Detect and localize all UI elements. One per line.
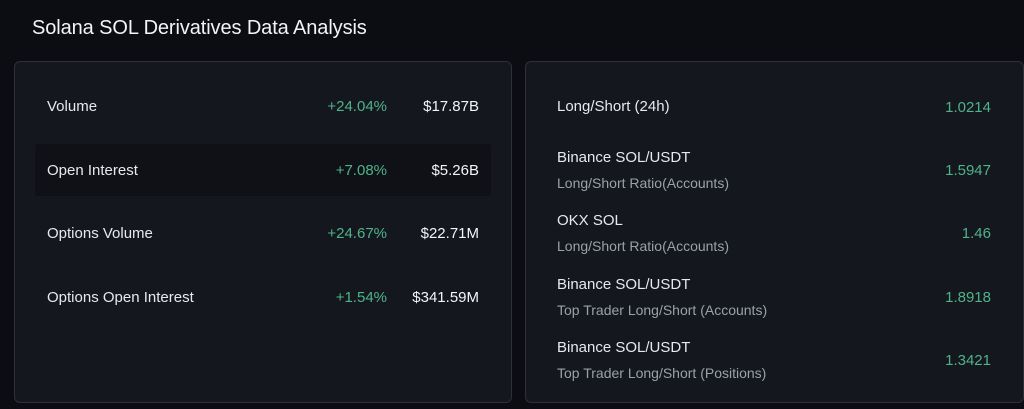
ratio-value: 1.3421 (945, 351, 991, 369)
ratio-value: 1.0214 (945, 98, 991, 116)
ratio-value: 1.8918 (945, 288, 991, 306)
metric-row-open-interest[interactable]: Open Interest +7.08% $5.26B (35, 144, 491, 196)
metric-label: Volume (47, 97, 98, 115)
ratio-row-binance-top-accounts[interactable]: Binance SOL/USDT Top Trader Long/Short (… (557, 275, 991, 319)
ratio-value: 1.46 (961, 224, 991, 242)
ratio-subtitle: Top Trader Long/Short (Accounts) (557, 301, 768, 318)
ratio-name: Binance SOL/USDT (557, 338, 691, 356)
metric-value: $5.26B (431, 161, 479, 179)
ratios-card: Long/Short (24h) 1.0214 Binance SOL/USDT… (525, 61, 1024, 403)
metric-change: +24.04% (327, 97, 387, 115)
ratio-row-binance-accounts[interactable]: Binance SOL/USDT Long/Short Ratio(Accoun… (557, 148, 991, 192)
ratio-row-okx-accounts[interactable]: OKX SOL Long/Short Ratio(Accounts) 1.46 (557, 211, 991, 255)
metric-label: Open Interest (47, 161, 138, 179)
ratio-row-binance-top-positions[interactable]: Binance SOL/USDT Top Trader Long/Short (… (557, 338, 991, 382)
ratio-name: Binance SOL/USDT (557, 148, 691, 166)
metric-change: +1.54% (335, 288, 387, 306)
metric-value: $22.71M (420, 224, 479, 242)
ratio-name: Long/Short (24h) (557, 98, 670, 115)
page-title: Solana SOL Derivatives Data Analysis (32, 17, 367, 39)
metric-value: $341.59M (412, 288, 479, 306)
ratio-name: Binance SOL/USDT (557, 275, 691, 293)
metric-row-volume[interactable]: Volume +24.04% $17.87B (35, 80, 491, 132)
metric-row-options-volume[interactable]: Options Volume +24.67% $22.71M (35, 207, 491, 259)
ratio-name: OKX SOL (557, 211, 623, 229)
ratio-subtitle: Top Trader Long/Short (Positions) (557, 364, 767, 381)
metric-label: Options Volume (47, 224, 153, 242)
ratio-subtitle: Long/Short Ratio(Accounts) (557, 237, 729, 254)
metric-value: $17.87B (423, 97, 479, 115)
metric-change: +24.67% (327, 224, 387, 242)
metric-row-options-open-interest[interactable]: Options Open Interest +1.54% $341.59M (35, 271, 491, 323)
metric-change: +7.08% (335, 161, 387, 179)
metrics-card: Volume +24.04% $17.87B Open Interest +7.… (14, 61, 512, 403)
ratio-value: 1.5947 (945, 161, 991, 179)
metric-label: Options Open Interest (47, 288, 194, 306)
ratio-subtitle: Long/Short Ratio(Accounts) (557, 174, 729, 191)
ratio-row-long-short-24h[interactable]: Long/Short (24h) 1.0214 (557, 97, 991, 117)
